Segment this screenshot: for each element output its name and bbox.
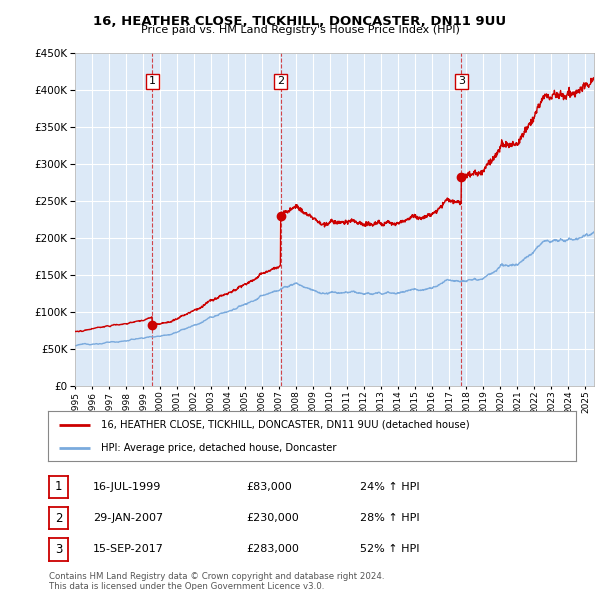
Text: 3: 3 [55,543,62,556]
Text: 15-SEP-2017: 15-SEP-2017 [93,545,164,554]
Text: 1: 1 [55,480,62,493]
Text: HPI: Average price, detached house, Doncaster: HPI: Average price, detached house, Donc… [101,443,337,453]
Text: 2: 2 [277,77,284,86]
Text: 2: 2 [55,512,62,525]
Text: £283,000: £283,000 [246,545,299,554]
Text: Price paid vs. HM Land Registry's House Price Index (HPI): Price paid vs. HM Land Registry's House … [140,25,460,35]
Text: 52% ↑ HPI: 52% ↑ HPI [360,545,419,554]
Text: 16, HEATHER CLOSE, TICKHILL, DONCASTER, DN11 9UU (detached house): 16, HEATHER CLOSE, TICKHILL, DONCASTER, … [101,419,469,430]
Text: Contains HM Land Registry data © Crown copyright and database right 2024.: Contains HM Land Registry data © Crown c… [49,572,385,581]
Text: £230,000: £230,000 [246,513,299,523]
Text: This data is licensed under the Open Government Licence v3.0.: This data is licensed under the Open Gov… [49,582,325,590]
Text: 16, HEATHER CLOSE, TICKHILL, DONCASTER, DN11 9UU: 16, HEATHER CLOSE, TICKHILL, DONCASTER, … [94,15,506,28]
Text: 29-JAN-2007: 29-JAN-2007 [93,513,163,523]
Text: £83,000: £83,000 [246,482,292,491]
Text: 3: 3 [458,77,465,86]
Text: 28% ↑ HPI: 28% ↑ HPI [360,513,419,523]
Text: 1: 1 [149,77,156,86]
Text: 16-JUL-1999: 16-JUL-1999 [93,482,161,491]
Text: 24% ↑ HPI: 24% ↑ HPI [360,482,419,491]
